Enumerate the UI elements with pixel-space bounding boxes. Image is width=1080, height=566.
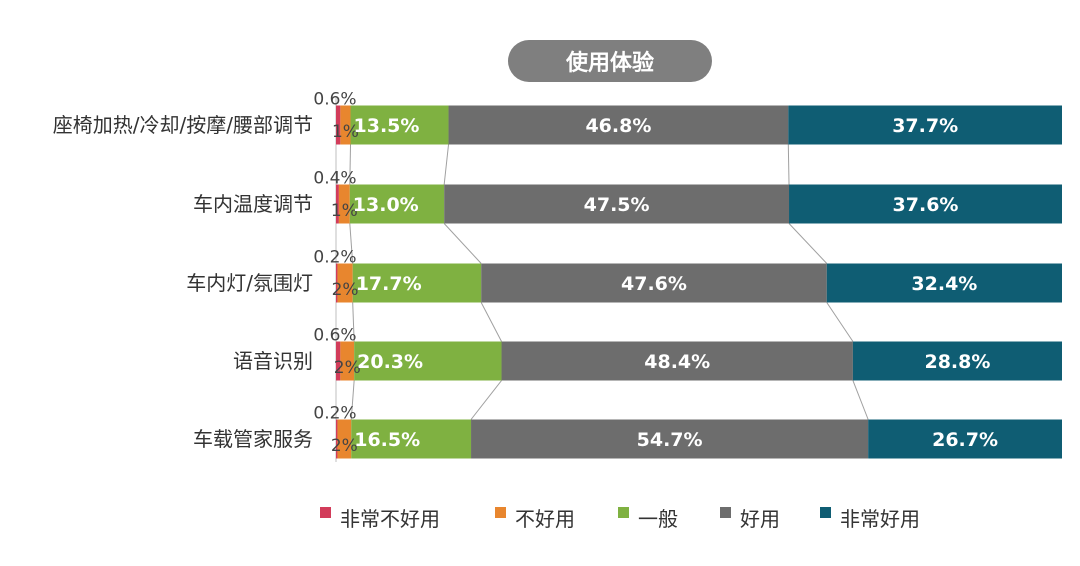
data-label: 0.2% bbox=[313, 248, 356, 268]
bar-segment bbox=[352, 263, 482, 303]
data-label: 54.7% bbox=[637, 429, 703, 451]
legend-label: 一般 bbox=[638, 507, 678, 531]
connector-line bbox=[788, 223, 828, 264]
data-label: 32.4% bbox=[911, 273, 977, 295]
data-label: 1% bbox=[331, 201, 358, 221]
bar-segment bbox=[852, 341, 1062, 381]
data-label: 20.3% bbox=[357, 351, 423, 373]
data-label: 48.4% bbox=[644, 351, 710, 373]
category-label: 车内灯/氛围灯 bbox=[186, 271, 313, 295]
category-label: 车载管家服务 bbox=[193, 427, 313, 451]
legend-label: 不好用 bbox=[515, 507, 575, 531]
data-label: 13.0% bbox=[353, 194, 419, 216]
bar-segment bbox=[868, 419, 1062, 459]
bar-segment bbox=[337, 263, 353, 303]
data-label: 0.4% bbox=[313, 169, 356, 189]
legend-swatch bbox=[618, 507, 629, 518]
connector-line bbox=[470, 380, 502, 420]
category-label: 座椅加热/冷却/按摩/腰部调节 bbox=[53, 113, 313, 137]
bar-segment bbox=[354, 341, 502, 381]
data-label: 1% bbox=[332, 122, 359, 142]
data-label: 2% bbox=[331, 436, 358, 456]
connector-line bbox=[826, 302, 854, 342]
bar-segment bbox=[448, 105, 789, 145]
bar-segment bbox=[444, 184, 790, 224]
legend-swatch bbox=[320, 507, 331, 518]
data-label: 47.5% bbox=[584, 194, 650, 216]
data-label: 37.7% bbox=[892, 115, 958, 137]
bar-segment bbox=[349, 184, 445, 224]
data-label: 16.5% bbox=[354, 429, 420, 451]
bar-segment bbox=[336, 341, 341, 381]
title-pill bbox=[508, 40, 712, 82]
bar-segment bbox=[338, 184, 350, 224]
bar-segment bbox=[351, 419, 472, 459]
connector-line bbox=[349, 223, 354, 264]
data-label: 37.6% bbox=[893, 194, 959, 216]
legend-label: 非常不好用 bbox=[340, 507, 440, 531]
bar-segment bbox=[336, 184, 339, 224]
data-label: 28.8% bbox=[924, 351, 990, 373]
legend-swatch bbox=[495, 507, 506, 518]
data-label: 2% bbox=[332, 280, 359, 300]
bar-segment bbox=[340, 341, 355, 381]
category-label: 语音识别 bbox=[233, 349, 313, 373]
bar-segment bbox=[336, 105, 341, 145]
legend-label: 好用 bbox=[740, 507, 780, 531]
legend-swatch bbox=[820, 507, 831, 518]
legend-label: 非常好用 bbox=[840, 507, 920, 531]
data-label: 13.5% bbox=[354, 115, 420, 137]
legend-swatch bbox=[720, 507, 731, 518]
connector-line bbox=[443, 223, 482, 264]
connector-line bbox=[352, 302, 355, 342]
connector-line bbox=[443, 144, 450, 185]
data-label: 26.7% bbox=[932, 429, 998, 451]
connector-line bbox=[349, 144, 352, 185]
data-label: 0.6% bbox=[313, 90, 356, 110]
bar-segment bbox=[337, 419, 352, 459]
connector-line bbox=[852, 380, 869, 420]
bar-segment bbox=[471, 419, 869, 459]
legend: 非常不好用 不好用 一般 好用 非常好用 bbox=[320, 507, 920, 531]
data-label: 46.8% bbox=[585, 115, 651, 137]
data-label: 0.2% bbox=[313, 404, 356, 424]
bar-segment bbox=[481, 263, 827, 303]
bar-segment bbox=[826, 263, 1062, 303]
data-label: 2% bbox=[334, 358, 361, 378]
bar-segment bbox=[789, 184, 1062, 224]
bar-segment bbox=[501, 341, 853, 381]
bar-group bbox=[335, 98, 1062, 462]
bar-segment bbox=[340, 105, 351, 145]
data-label: 0.6% bbox=[313, 326, 356, 346]
category-label: 车内温度调节 bbox=[193, 192, 313, 216]
bar-segment bbox=[336, 263, 338, 303]
connector-line bbox=[787, 144, 790, 185]
bar-segment bbox=[350, 105, 449, 145]
bar-segment bbox=[336, 419, 338, 459]
data-label: 17.7% bbox=[356, 273, 422, 295]
connector-line bbox=[480, 302, 502, 342]
connector-line bbox=[350, 380, 355, 420]
chart-title: 使用体验 bbox=[565, 50, 654, 76]
bar-segment bbox=[788, 105, 1062, 145]
data-label: 47.6% bbox=[621, 273, 687, 295]
connector-lines bbox=[349, 144, 869, 420]
